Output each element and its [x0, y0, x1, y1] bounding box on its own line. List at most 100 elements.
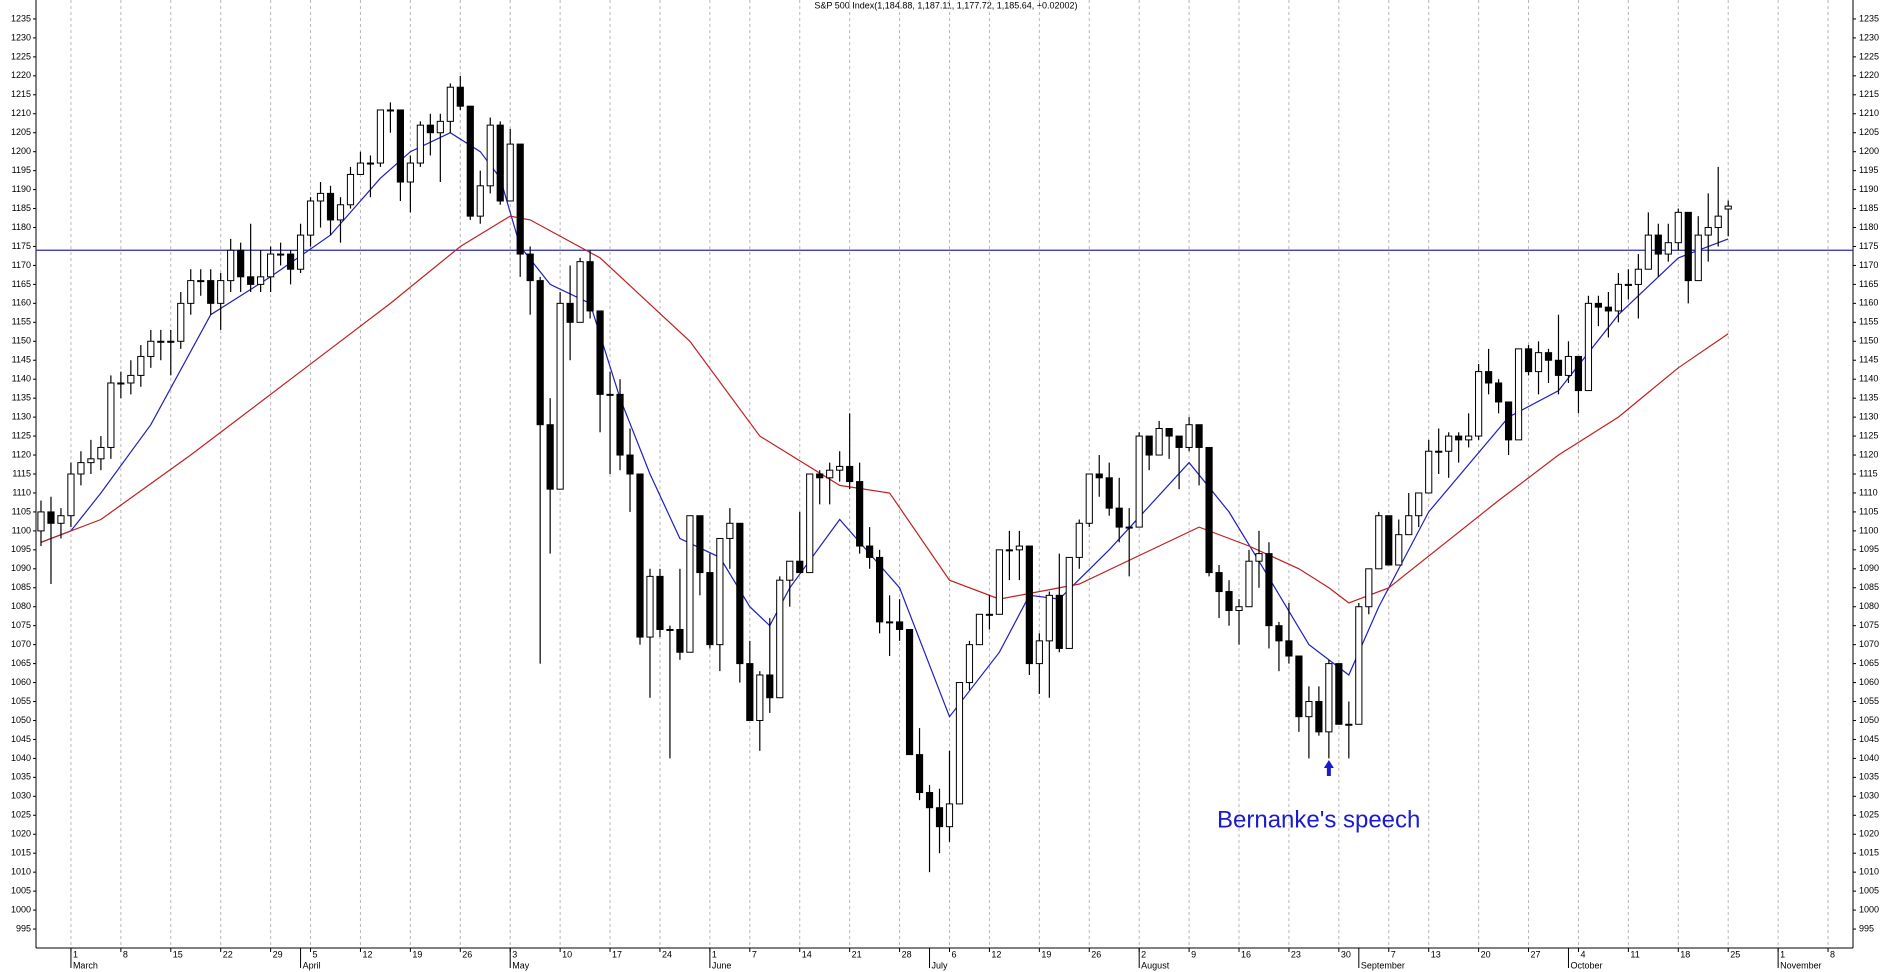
y-tick-label: 1235 — [1859, 13, 1879, 23]
candle-body — [1105, 477, 1113, 509]
y-tick-label: 1230 — [1859, 32, 1879, 42]
y-tick-label: 1215 — [1859, 89, 1879, 99]
y-tick-label: 1180 — [1859, 222, 1878, 232]
candle-body — [77, 462, 85, 475]
candle-body — [67, 473, 75, 517]
candle-body — [1355, 606, 1363, 725]
y-tick-label: 1010 — [1859, 867, 1879, 877]
y-tick-label: 995 — [16, 923, 31, 933]
y-tick-label: 1030 — [11, 791, 31, 801]
candle-body — [1475, 371, 1483, 437]
y-tick-label: 1160 — [12, 298, 31, 308]
y-tick-label: 1105 — [12, 506, 31, 516]
x-tick-label: 29 — [273, 949, 283, 959]
candle-body — [1674, 211, 1682, 244]
candle-body — [856, 481, 864, 547]
candle-body — [486, 124, 494, 187]
candle-body — [616, 393, 624, 456]
x-tick-label: 24 — [662, 949, 672, 959]
candle-body — [436, 120, 444, 134]
y-tick-label: 1040 — [1859, 753, 1879, 763]
y-tick-label: 1005 — [1859, 885, 1879, 895]
candle-body — [277, 253, 285, 256]
candle-body — [1335, 663, 1343, 725]
x-tick-label: 1 — [712, 949, 717, 959]
candle-body — [1295, 655, 1303, 718]
y-tick-label: 1150 — [12, 336, 31, 346]
candle-body — [1524, 348, 1533, 373]
candle-body — [1245, 560, 1253, 608]
y-tick-label: 1120 — [12, 449, 31, 459]
candle-body — [636, 473, 644, 638]
candle-body — [147, 340, 155, 357]
x-tick-label: 17 — [612, 949, 622, 959]
x-tick-label: 19 — [412, 949, 422, 959]
y-tick-label: 1045 — [11, 734, 31, 744]
candle-body — [975, 613, 984, 646]
candle-body — [816, 473, 824, 479]
month-label: May — [512, 960, 530, 970]
y-tick-label: 1190 — [1859, 184, 1878, 194]
y-tick-label: 1015 — [11, 848, 31, 858]
candle-body — [756, 674, 764, 721]
y-tick-label: 1025 — [1859, 810, 1879, 820]
candle-body — [177, 302, 185, 342]
candle-body — [326, 192, 335, 221]
y-tick-label: 1195 — [1859, 165, 1878, 175]
candle-body — [127, 374, 135, 384]
candle-body — [1684, 211, 1692, 282]
y-tick-label: 1005 — [11, 885, 31, 895]
candle-body — [1225, 591, 1233, 612]
candle-body — [336, 204, 345, 221]
x-tick-label: 2 — [1141, 949, 1146, 959]
y-tick-label: 1235 — [11, 13, 31, 23]
candle-body — [866, 545, 874, 558]
candle-body — [1704, 227, 1712, 236]
candle-body — [885, 621, 894, 624]
x-tick-label: 12 — [991, 949, 1001, 959]
candle-body — [296, 234, 305, 270]
candle-body — [915, 754, 924, 794]
y-tick-label: 1050 — [11, 715, 31, 725]
y-tick-label: 1140 — [1859, 374, 1878, 384]
candle-body — [955, 682, 964, 805]
y-tick-label: 1175 — [12, 241, 31, 251]
candle-body — [1375, 515, 1383, 570]
candle-body — [596, 310, 604, 395]
x-tick-label: 26 — [1091, 949, 1101, 959]
y-tick-label: 1220 — [11, 70, 31, 80]
y-tick-label: 1155 — [12, 317, 31, 327]
candle-body — [1275, 625, 1283, 642]
candle-body — [316, 192, 325, 202]
candle-body — [666, 628, 674, 631]
chart-title: S&P 500 Index(1,184.88, 1,187.11, 1,177.… — [814, 0, 1077, 10]
y-tick-label: 1020 — [1859, 829, 1879, 839]
candle-body — [137, 355, 145, 376]
candle-body — [676, 628, 684, 653]
candle-body — [446, 86, 454, 122]
y-tick-label: 1150 — [1859, 336, 1878, 346]
y-tick-label: 1210 — [1859, 108, 1879, 118]
candle-body — [476, 185, 484, 217]
candle-body — [306, 200, 315, 236]
candle-body — [1395, 534, 1403, 566]
y-tick-label: 1100 — [12, 525, 31, 535]
candle-body — [1235, 606, 1243, 612]
candle-body — [656, 575, 664, 630]
y-tick-label: 1130 — [12, 411, 31, 421]
y-tick-label: 1095 — [1859, 544, 1879, 554]
candle-body — [506, 143, 514, 202]
candle-body — [995, 549, 1004, 615]
candle-body — [57, 515, 65, 524]
candle-body — [696, 515, 704, 574]
candle-body — [87, 458, 95, 464]
candle-body — [566, 302, 574, 323]
y-tick-label: 1055 — [11, 696, 31, 706]
candle-body — [925, 792, 934, 809]
x-tick-label: 27 — [1531, 949, 1541, 959]
candle-body — [1365, 568, 1373, 608]
y-tick-label: 1120 — [1859, 449, 1878, 459]
y-tick-label: 1185 — [1859, 203, 1878, 213]
candle-body — [1584, 302, 1593, 392]
y-tick-label: 1080 — [11, 601, 31, 611]
